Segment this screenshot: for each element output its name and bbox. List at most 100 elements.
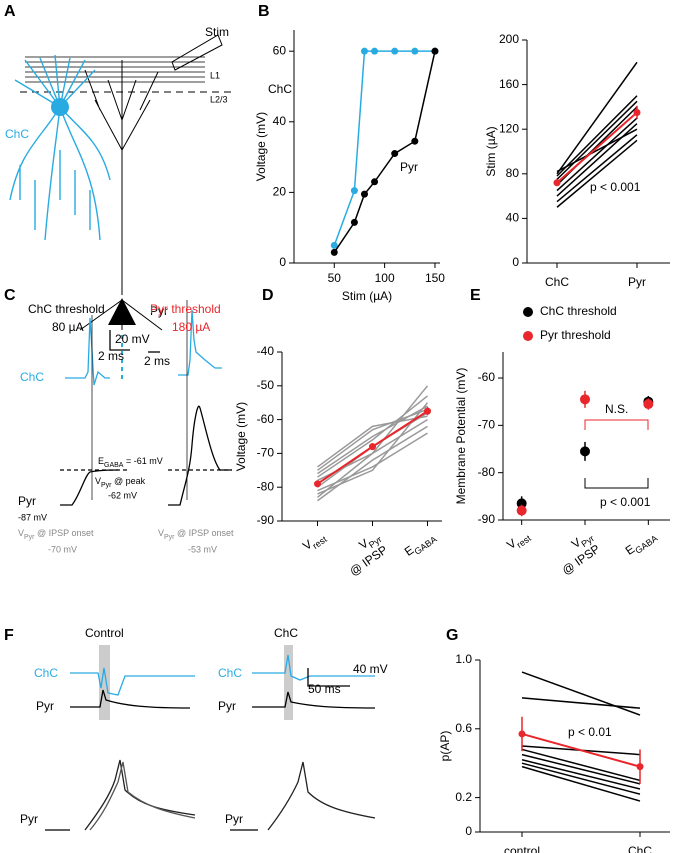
point [350,187,358,195]
point [580,394,590,405]
traces-c [60,300,232,506]
y-tick-label: 160 [499,77,519,91]
label: V [18,528,24,538]
y-tick-label: -90 [478,512,496,526]
label: = -61 mV [123,456,162,466]
traces-f [45,654,376,831]
label: Pyr [150,304,168,318]
legend-label: ChC threshold [540,304,617,318]
label: ChC threshold [28,302,105,316]
legend-marker [523,331,533,341]
y-axis-label: Membrane Potential (mV) [454,368,468,505]
annotation: p < 0.01 [568,725,612,739]
legend-marker [523,307,533,317]
panel-label: D [262,287,274,304]
y-tick-label: -60 [478,370,496,384]
label: 80 µA [52,320,84,334]
label: GABA [104,462,124,469]
y-tick-label: 0 [512,255,519,269]
point [391,47,399,55]
x-tick-label: 150 [425,271,445,285]
y-tick-label: -70 [257,446,275,460]
x-tick-label: rest [515,533,533,550]
scale: 20 mV [115,332,150,346]
y-tick-label: 20 [273,185,287,199]
line [333,50,435,246]
line [556,117,638,192]
line [521,765,641,802]
line [317,415,428,468]
annotation: Pyr [400,160,418,174]
panel-label: A [4,3,16,20]
point [643,399,654,410]
annotation: N.S. [605,402,628,416]
scale: 2 ms [144,354,170,368]
line [521,753,641,785]
line [317,425,428,502]
point [516,505,527,516]
legend-label: Pyr threshold [540,328,611,342]
label: Pyr [164,534,175,541]
point [371,47,379,55]
point [360,47,368,55]
chc-soma [51,98,69,116]
line [556,139,638,208]
point [330,241,338,249]
y-tick-label: 0 [279,255,286,269]
x-tick-label: Vrest [504,527,533,555]
y-axis-label: Voltage (mV) [234,402,248,471]
y-tick-label: 0.6 [455,721,472,735]
line [521,759,641,790]
label: Pyr [218,699,236,713]
label: ChC [20,370,44,384]
point [391,150,399,158]
y-tick-label: 1.0 [455,652,472,666]
scale: 2 ms [98,349,124,363]
line [521,762,641,795]
line [317,408,428,471]
x-tick-label: control [504,844,540,853]
label: Stim [205,25,229,39]
scale: 40 mV [353,662,388,676]
label: -70 mV [48,544,77,554]
point [371,178,379,186]
line [556,61,638,175]
label: ChC [218,666,242,680]
y-tick-label: -70 [478,418,496,432]
x-tick-label: EGABA [623,528,660,561]
annotation: p < 0.001 [600,495,651,509]
label: L2/3 [210,94,228,104]
line [556,100,638,180]
label: Pyr threshold [150,302,221,316]
label: EGABA = -61 mV [98,456,163,469]
label: Pyr [101,482,112,489]
panel-label: C [4,287,16,304]
y-tick-label: -60 [257,412,275,426]
bracket [584,419,649,430]
label: -62 mV [108,490,137,500]
label: 180 µA [172,320,210,334]
y-tick-label: 60 [273,43,287,57]
pyr-soma [108,298,136,325]
label: VPyr @ IPSP onset [18,528,94,541]
diagram-a [20,34,232,331]
label: Pyr [20,812,38,826]
line [556,134,638,203]
panel-label: E [470,287,481,304]
scale: 50 ms [308,682,341,696]
y-tick-label: -80 [257,479,275,493]
bracket [584,478,649,489]
label: VPyr @ IPSP onset [158,528,234,541]
x-axis-label: Stim (µA) [342,289,392,303]
panel-label: B [258,3,270,20]
line [521,732,641,768]
label: -87 mV [18,512,47,522]
label: V [95,476,101,486]
label: E [98,456,104,466]
x-tick-label: rest [311,534,329,551]
y-tick-label: -80 [478,465,496,479]
stim-window [284,645,293,720]
point [360,190,368,198]
x-tick-label: ChC [628,844,652,853]
x-tick-label: GABA [633,533,659,556]
